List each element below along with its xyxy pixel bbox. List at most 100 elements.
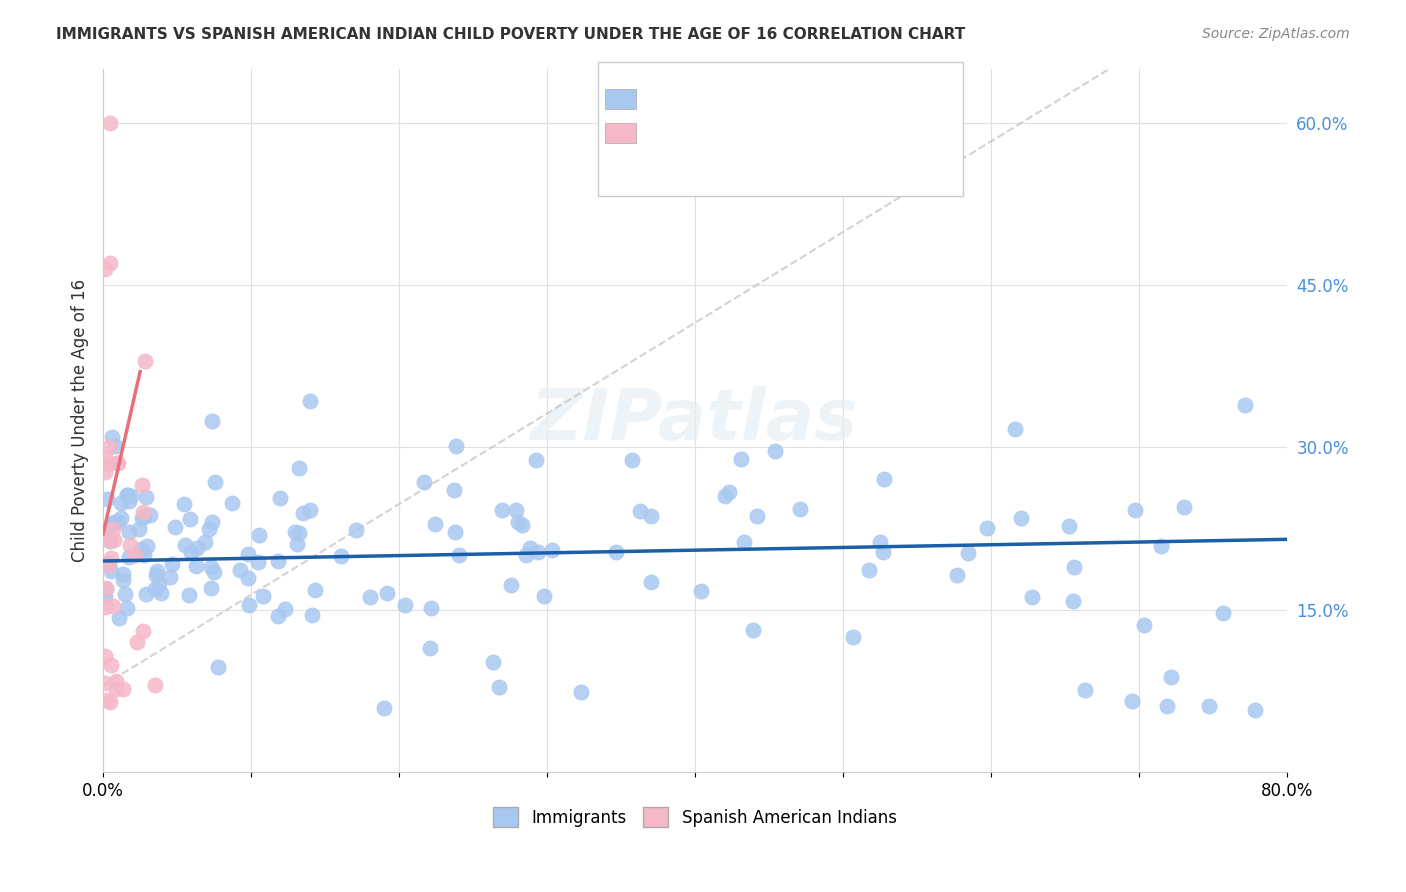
Point <box>97 558 120 573</box>
Point <box>412 475 434 490</box>
Point <box>107 611 129 625</box>
Point <box>200 559 222 574</box>
Point <box>96 693 118 707</box>
Point <box>292 506 315 520</box>
Point <box>842 630 865 644</box>
Point <box>714 489 737 503</box>
Point <box>1073 683 1095 698</box>
Point <box>93 591 115 605</box>
Point <box>100 564 122 578</box>
Point <box>200 581 222 595</box>
Point <box>1233 398 1256 412</box>
Point <box>112 566 135 581</box>
Point <box>1198 699 1220 714</box>
Point <box>98 695 121 709</box>
Point <box>499 578 522 592</box>
Point <box>94 261 117 276</box>
Point <box>446 440 468 454</box>
Point <box>173 538 195 552</box>
Point <box>506 515 529 529</box>
Point <box>228 563 250 577</box>
Point <box>628 504 651 518</box>
Point <box>145 568 167 582</box>
Text: 0.036: 0.036 <box>676 89 733 107</box>
Point <box>1160 670 1182 684</box>
Point <box>449 549 471 563</box>
Point <box>101 522 124 536</box>
Point <box>132 505 155 519</box>
Point <box>1063 559 1085 574</box>
Point <box>101 430 124 444</box>
Point <box>97 457 120 471</box>
Point <box>1021 590 1043 604</box>
Point <box>143 678 166 692</box>
Point <box>132 624 155 639</box>
Point <box>267 609 290 624</box>
Point <box>252 589 274 603</box>
Point <box>269 491 291 506</box>
Point <box>100 550 122 565</box>
Point <box>98 115 121 129</box>
Point <box>173 497 195 511</box>
Point <box>444 524 467 539</box>
Point <box>160 558 183 572</box>
Point <box>1057 519 1080 533</box>
Point <box>93 675 115 690</box>
Point <box>247 528 270 542</box>
Point <box>304 583 326 598</box>
Point <box>1121 694 1143 708</box>
Point <box>112 682 135 697</box>
Point <box>443 483 465 497</box>
Point <box>194 535 217 549</box>
Point <box>120 489 142 503</box>
Point <box>159 570 181 584</box>
Point <box>146 565 169 579</box>
Point <box>131 510 153 524</box>
Point <box>118 550 141 565</box>
Point <box>236 571 259 585</box>
Point <box>97 533 120 547</box>
Text: R =: R = <box>626 123 665 141</box>
Point <box>204 475 226 489</box>
Point <box>690 583 713 598</box>
Point <box>134 353 156 368</box>
Point <box>569 685 592 699</box>
Point <box>605 544 627 558</box>
Point <box>1212 606 1234 620</box>
Point <box>540 543 562 558</box>
Point <box>110 510 132 524</box>
Point <box>179 512 201 526</box>
Text: IMMIGRANTS VS SPANISH AMERICAN INDIAN CHILD POVERTY UNDER THE AGE OF 16 CORRELAT: IMMIGRANTS VS SPANISH AMERICAN INDIAN CH… <box>56 27 966 42</box>
Point <box>359 590 381 604</box>
Point <box>957 546 980 560</box>
Point <box>107 456 129 470</box>
Point <box>527 544 550 558</box>
Point <box>284 525 307 540</box>
Point <box>976 521 998 535</box>
Point <box>488 681 510 695</box>
Point <box>299 394 322 409</box>
Point <box>419 640 441 655</box>
Point <box>110 496 132 510</box>
Point <box>93 450 115 465</box>
Point <box>946 568 969 582</box>
Point <box>420 601 443 615</box>
Point <box>872 545 894 559</box>
Point <box>105 681 128 696</box>
Y-axis label: Child Poverty Under the Age of 16: Child Poverty Under the Age of 16 <box>72 278 89 562</box>
Point <box>1156 698 1178 713</box>
Text: Source: ZipAtlas.com: Source: ZipAtlas.com <box>1202 27 1350 41</box>
Point <box>288 461 311 475</box>
Point <box>94 582 117 596</box>
Point <box>165 520 187 534</box>
Point <box>177 588 200 602</box>
Point <box>138 508 160 522</box>
Point <box>745 509 768 524</box>
Point <box>869 534 891 549</box>
Point <box>136 539 159 553</box>
Point <box>101 599 124 614</box>
Legend: Immigrants, Spanish American Indians: Immigrants, Spanish American Indians <box>486 800 903 834</box>
Point <box>375 586 398 600</box>
Text: N =  33: N = 33 <box>745 123 818 141</box>
Point <box>132 508 155 523</box>
